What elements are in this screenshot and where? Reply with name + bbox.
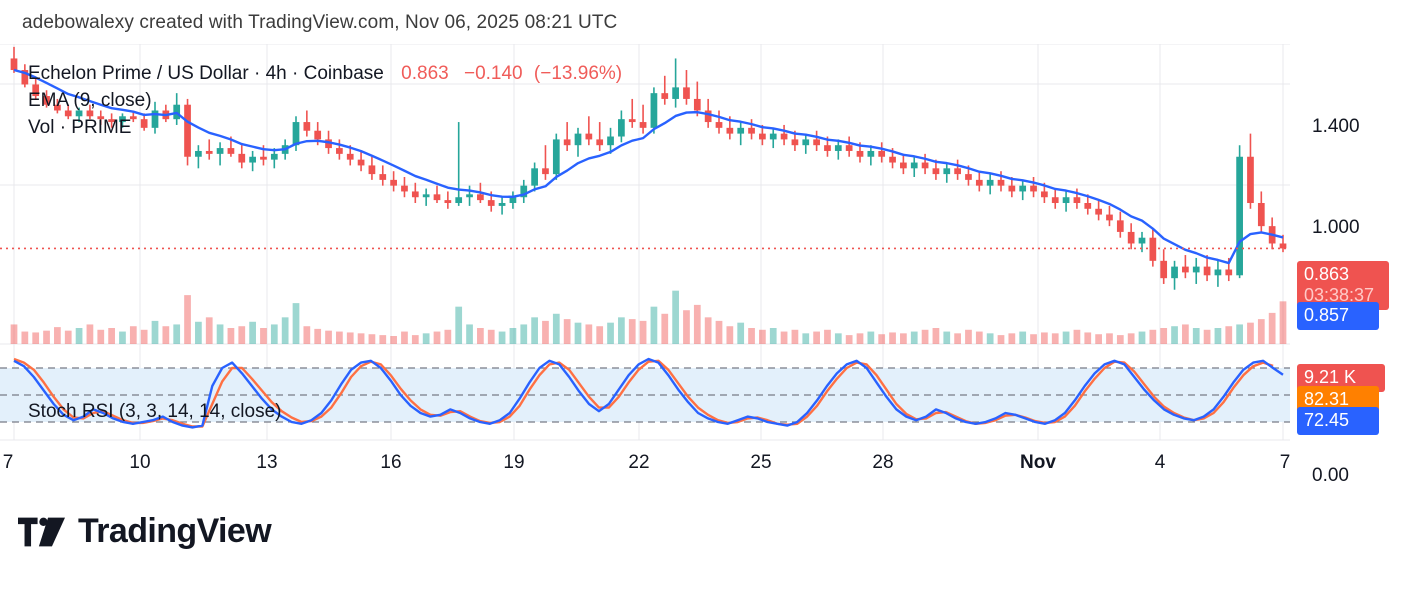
tradingview-logo-icon	[18, 517, 65, 546]
ema-line	[13, 68, 1284, 265]
time-tick-13: 13	[256, 452, 278, 473]
attribution-text: adebowalexy created with TradingView.com…	[22, 12, 618, 33]
badge-countdown: 03:38:37	[1304, 285, 1375, 306]
ema-value-badge[interactable]: 0.857	[1297, 302, 1379, 331]
chart-container[interactable]: Echelon Prime / US Dollar · 4h · Coinbas…	[0, 44, 1428, 486]
time-tick-10: 10	[129, 452, 151, 473]
volume-bars	[10, 290, 1287, 344]
tradingview-logo: TradingView	[18, 512, 272, 551]
price-tick-1-000: 1.000	[1312, 217, 1360, 238]
time-tick-25: 25	[750, 452, 772, 473]
time-tick-22: 22	[628, 452, 650, 473]
price-axis[interactable]: 1.400 1.000 0.00 0.863 03:38:37 0.857 9.21 K 82…	[1290, 44, 1428, 486]
time-tick-16: 16	[380, 452, 402, 473]
time-tick-19: 19	[503, 452, 525, 473]
stoch-k-badge[interactable]: 72.45	[1297, 407, 1379, 436]
candlesticks	[10, 46, 1287, 290]
stoch-k-line	[13, 357, 1284, 429]
time-tick-7: 7	[1279, 452, 1291, 473]
badge-value: 82.31	[1304, 389, 1350, 409]
time-tick-Nov: Nov	[1020, 452, 1056, 473]
time-tick-28: 28	[872, 452, 894, 473]
legend-stoch-rsi-label: Stoch RSI (3, 3, 14, 14, close)	[28, 401, 282, 422]
stoch-d-line	[13, 357, 1274, 428]
time-axis[interactable]: 7 10 13 16 19 22 25 28 Nov 4 7	[0, 452, 1428, 482]
badge-value: 0.857	[1304, 305, 1350, 325]
time-tick-4: 4	[1154, 452, 1166, 473]
price-tick-0-00: 0.00	[1312, 465, 1349, 486]
time-tick-7: 7	[2, 452, 14, 473]
chart-canvas	[0, 44, 1290, 441]
chart-plot-area[interactable]	[0, 44, 1290, 460]
price-tick-1-400: 1.400	[1312, 116, 1360, 137]
tradingview-wordmark: TradingView	[78, 512, 272, 550]
badge-value: 72.45	[1304, 410, 1350, 430]
badge-value: 9.21 K	[1304, 367, 1357, 387]
badge-value: 0.863	[1304, 264, 1350, 284]
